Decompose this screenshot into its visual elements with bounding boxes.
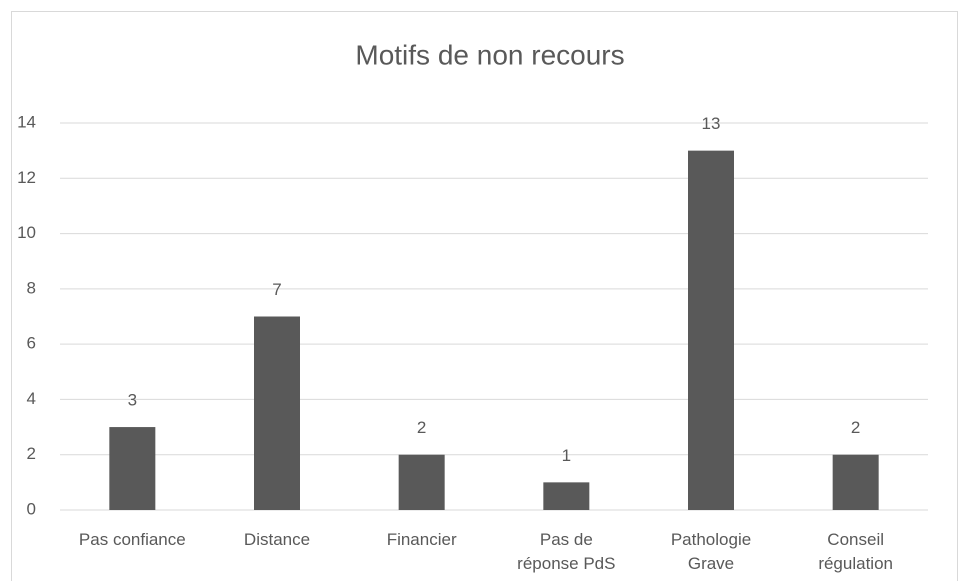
- bar: [543, 482, 590, 510]
- data-label: 13: [702, 114, 721, 133]
- x-tick-label: Pathologie Grave: [670, 530, 752, 573]
- y-tick-label: 4: [27, 389, 36, 408]
- bar: [832, 454, 879, 510]
- chart-title: Motifs de non recours: [355, 39, 624, 70]
- bar: [254, 316, 300, 510]
- x-tick-label: Conseil régulation: [818, 530, 893, 573]
- y-tick-label: 0: [27, 499, 36, 518]
- y-tick-label: 12: [17, 168, 36, 187]
- data-label: 1: [562, 446, 571, 465]
- bar: [398, 454, 445, 510]
- y-tick-label: 2: [27, 444, 36, 463]
- data-label: 2: [851, 418, 860, 437]
- bar: [688, 150, 734, 510]
- data-label: 7: [272, 280, 281, 299]
- x-tick-label: Pas de réponse PdS: [517, 530, 616, 573]
- x-tick-label: Financier: [386, 530, 457, 549]
- data-label: 3: [128, 391, 137, 410]
- chart-border: [11, 11, 958, 581]
- y-tick-label: 10: [17, 223, 36, 242]
- data-label: 2: [417, 418, 426, 437]
- y-tick-label: 6: [27, 334, 36, 353]
- x-tick-label: Pas confiance: [78, 530, 186, 549]
- x-tick-label: Distance: [243, 530, 311, 549]
- y-tick-label: 14: [17, 112, 36, 131]
- bar: [109, 427, 156, 510]
- y-tick-label: 8: [27, 278, 36, 297]
